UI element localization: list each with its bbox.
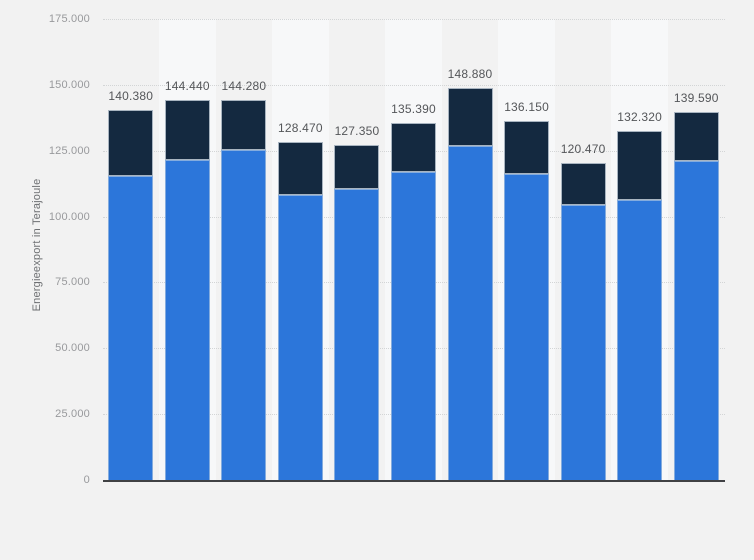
bar-segment-bottom[interactable] bbox=[221, 150, 267, 480]
y-tick-label: 150.000 bbox=[48, 78, 90, 91]
bar-segment-top[interactable] bbox=[221, 99, 267, 151]
y-tick-label: 125.000 bbox=[48, 144, 90, 157]
y-tick-label: 75.000 bbox=[55, 276, 90, 289]
bar-total-label: 128.470 bbox=[278, 120, 323, 135]
y-tick-label: 100.000 bbox=[48, 210, 90, 223]
bar-total-label: 136.150 bbox=[504, 100, 549, 115]
bar-segment-top[interactable] bbox=[617, 131, 663, 200]
bar-segment-bottom[interactable] bbox=[108, 176, 154, 480]
bar-total-label: 139.590 bbox=[673, 91, 719, 106]
bar-segment-bottom[interactable] bbox=[391, 172, 436, 480]
bar-total-label: 120.470 bbox=[560, 141, 606, 156]
bar-segment-top[interactable] bbox=[560, 162, 606, 206]
y-gridline bbox=[103, 19, 725, 20]
bar-segment-top[interactable] bbox=[108, 110, 154, 176]
bar-total-label: 148.880 bbox=[447, 66, 493, 81]
bar-segment-top[interactable] bbox=[504, 121, 550, 175]
bar-segment-top[interactable] bbox=[164, 99, 210, 161]
x-axis-baseline bbox=[103, 479, 725, 482]
bar-segment-top[interactable] bbox=[391, 123, 436, 173]
y-tick-label: 50.000 bbox=[55, 342, 90, 355]
bar-segment-top[interactable] bbox=[447, 87, 493, 146]
bar-segment-top[interactable] bbox=[277, 141, 323, 196]
y-tick-label: 175.000 bbox=[48, 13, 90, 25]
y-tick-label: 25.000 bbox=[55, 408, 90, 421]
bar-segment-bottom[interactable] bbox=[447, 145, 493, 480]
bar-total-label: 144.280 bbox=[221, 78, 267, 93]
bar-segment-bottom[interactable] bbox=[617, 199, 663, 480]
bar-total-label: 144.440 bbox=[164, 78, 210, 93]
y-tick-label: 0 bbox=[83, 474, 90, 486]
bar-segment-bottom[interactable] bbox=[673, 160, 719, 480]
bar-segment-bottom[interactable] bbox=[560, 205, 606, 480]
bar-total-label: 140.380 bbox=[108, 89, 154, 104]
bar-segment-top[interactable] bbox=[673, 112, 719, 161]
bar-segment-bottom[interactable] bbox=[504, 174, 550, 480]
y-axis-title: Energieexport in Terajoule bbox=[31, 178, 43, 312]
y-gridline bbox=[103, 84, 725, 86]
bar-segment-bottom[interactable] bbox=[164, 160, 210, 480]
bar-total-label: 127.350 bbox=[334, 123, 380, 138]
bar-segment-top[interactable] bbox=[334, 144, 380, 189]
bar-total-label: 135.390 bbox=[391, 102, 436, 117]
bar-segment-bottom[interactable] bbox=[334, 188, 380, 480]
bar-segment-bottom[interactable] bbox=[277, 195, 323, 480]
bar-total-label: 132.320 bbox=[617, 110, 663, 125]
